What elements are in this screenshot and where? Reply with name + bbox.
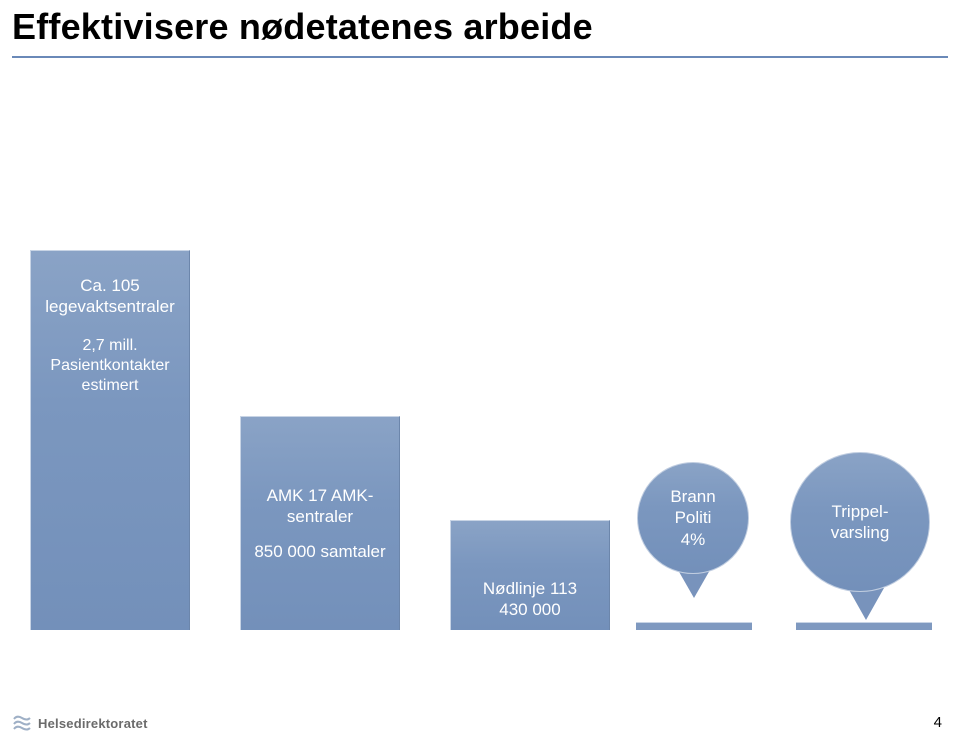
- bar-label: Ca. 105: [80, 275, 140, 296]
- bar-label: estimert: [82, 376, 139, 396]
- chart-area: Ca. 105 legevaktsentraler 2,7 mill. Pasi…: [30, 200, 930, 630]
- bubble-trippelvarsling: Trippel- varsling: [790, 452, 930, 592]
- bubble-tail: [678, 570, 710, 598]
- bar-label: Pasientkontakter: [50, 356, 169, 376]
- bubble-line: 4%: [681, 530, 706, 549]
- bubble-brann-politi: Brann Politi 4%: [637, 462, 749, 574]
- bubble-line: Brann: [670, 487, 715, 506]
- bar-nodlinje: Nødlinje 113 430 000: [450, 520, 610, 630]
- footer-logo: Helsedirektoratet: [12, 715, 148, 731]
- bubble-line: varsling: [831, 523, 890, 542]
- title-rule: [12, 56, 948, 58]
- bar-label: 2,7 mill.: [82, 336, 137, 356]
- ground-plate: [796, 622, 932, 630]
- bubble-label: Trippel- varsling: [831, 501, 890, 544]
- bar-label: Nødlinje 113: [483, 578, 577, 599]
- bubble-line: Trippel-: [832, 502, 889, 521]
- bar-label: legevaktsentraler: [45, 296, 174, 317]
- bubble-label: Brann Politi 4%: [670, 486, 715, 550]
- bar-legevakt: Ca. 105 legevaktsentraler 2,7 mill. Pasi…: [30, 250, 190, 630]
- bar-label: 850 000 samtaler: [254, 541, 385, 562]
- bar-label: sentraler: [287, 506, 353, 527]
- page-title: Effektivisere nødetatenes arbeide: [12, 6, 593, 48]
- ground-plate: [636, 622, 752, 630]
- bar-label: AMK 17 AMK-: [267, 485, 374, 506]
- bar-amk: AMK 17 AMK- sentraler 850 000 samtaler: [240, 416, 400, 630]
- page-number: 4: [934, 714, 942, 731]
- slide-page: Effektivisere nødetatenes arbeide Ca. 10…: [0, 0, 960, 745]
- brand-icon: [12, 715, 32, 731]
- brand-name: Helsedirektoratet: [38, 716, 148, 731]
- bar-label: 430 000: [499, 599, 560, 620]
- bubble-line: Politi: [675, 508, 712, 527]
- bubble-tail: [848, 588, 884, 620]
